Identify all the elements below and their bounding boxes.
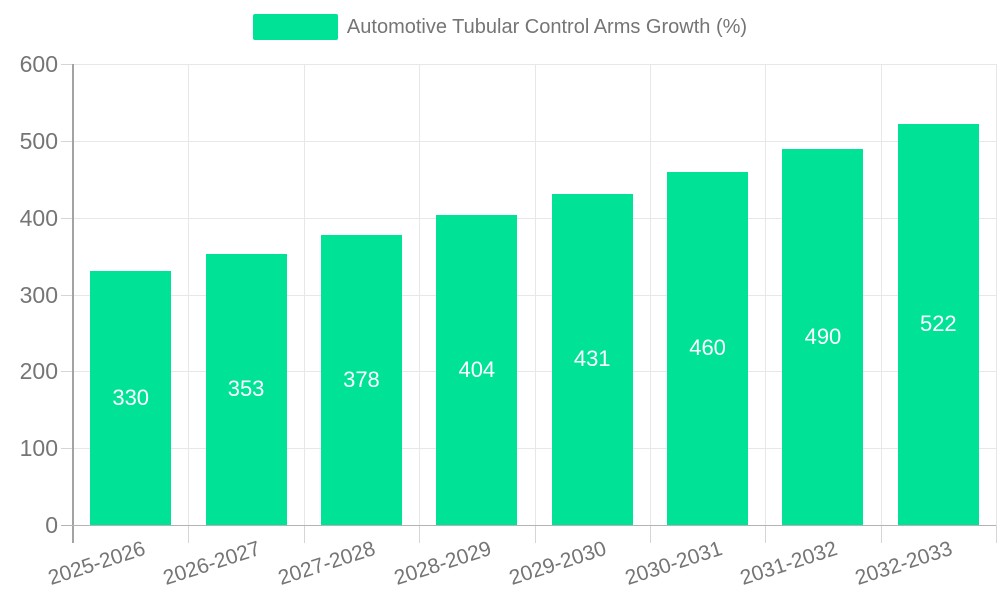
bar-value-label: 353 bbox=[227, 376, 265, 402]
gridline bbox=[765, 64, 767, 525]
legend-label: Automotive Tubular Control Arms Growth (… bbox=[346, 15, 748, 38]
gridline bbox=[188, 64, 190, 525]
gridline bbox=[880, 64, 882, 525]
y-tick bbox=[61, 448, 73, 450]
x-tick bbox=[303, 525, 305, 543]
bar-value-label: 522 bbox=[919, 311, 957, 337]
x-tick bbox=[534, 525, 536, 543]
x-tick bbox=[880, 525, 882, 543]
y-tick bbox=[61, 140, 73, 142]
bar[interactable] bbox=[320, 234, 402, 525]
x-tick bbox=[188, 525, 190, 543]
y-tick bbox=[61, 217, 73, 219]
bar-value-label: 330 bbox=[112, 385, 150, 411]
bar[interactable] bbox=[205, 253, 287, 525]
gridline bbox=[419, 64, 421, 525]
y-axis-label: 0 bbox=[45, 512, 58, 538]
legend-swatch bbox=[252, 14, 338, 40]
y-tick bbox=[61, 294, 73, 296]
gridline bbox=[996, 64, 997, 525]
gridline bbox=[649, 64, 651, 525]
y-axis-label: 500 bbox=[19, 127, 58, 154]
bar[interactable] bbox=[551, 193, 633, 525]
y-axis-label: 100 bbox=[19, 435, 58, 462]
y-axis-label: 200 bbox=[19, 358, 58, 385]
y-axis-label: 300 bbox=[19, 281, 58, 308]
bar[interactable] bbox=[782, 148, 864, 525]
x-axis-line bbox=[61, 525, 996, 526]
bar[interactable] bbox=[436, 214, 518, 525]
x-tick bbox=[765, 525, 767, 543]
y-axis-label: 600 bbox=[19, 51, 58, 77]
bar[interactable] bbox=[667, 171, 749, 525]
y-tick bbox=[61, 371, 73, 373]
gridline bbox=[303, 64, 305, 525]
y-tick bbox=[61, 64, 73, 65]
bar[interactable] bbox=[897, 123, 979, 525]
bar-value-label: 378 bbox=[343, 366, 380, 392]
bar-value-label: 404 bbox=[458, 356, 496, 382]
y-axis-line bbox=[72, 64, 74, 543]
bar-value-label: 490 bbox=[804, 323, 842, 349]
x-tick bbox=[419, 525, 421, 543]
x-tick bbox=[649, 525, 651, 543]
bar-value-label: 431 bbox=[573, 346, 611, 372]
y-axis-label: 400 bbox=[19, 204, 58, 231]
x-tick bbox=[996, 525, 997, 543]
bar[interactable] bbox=[90, 271, 172, 525]
bar-value-label: 460 bbox=[689, 335, 726, 361]
legend[interactable]: Automotive Tubular Control Arms Growth (… bbox=[0, 14, 1000, 40]
gridline bbox=[534, 64, 536, 525]
